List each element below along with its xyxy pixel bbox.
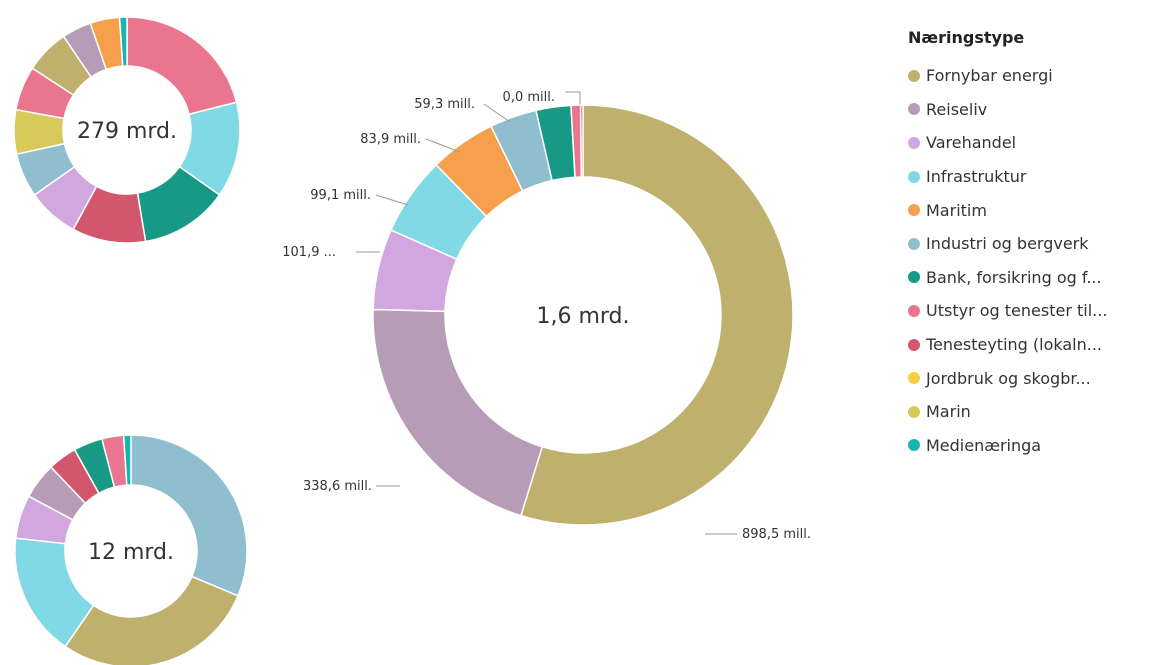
legend-item-label: Marin xyxy=(926,402,971,422)
donut-slice[interactable] xyxy=(118,16,128,67)
data-label-leader-line xyxy=(375,194,409,206)
donut-chart: 12 mrd. xyxy=(14,434,248,665)
donut-slice[interactable] xyxy=(126,16,238,116)
legend-color-dot xyxy=(908,304,920,317)
legend-title: Næringstype xyxy=(908,28,1025,47)
legend-item-label: Reiseliv xyxy=(926,99,988,119)
data-label: 898,5 mill. xyxy=(742,527,811,542)
legend-item-label: Bank, forsikring og f... xyxy=(926,267,1102,287)
legend-item[interactable]: Fornybar energi xyxy=(908,59,1107,93)
legend-item-label: Maritim xyxy=(926,200,987,220)
legend-item-label: Utstyr og tenester til... xyxy=(926,301,1108,321)
legend-color-dot xyxy=(908,170,920,183)
legend-color-dot xyxy=(908,372,920,385)
legend-color-dot xyxy=(908,69,920,82)
legend-item-label: Varehandel xyxy=(926,133,1017,153)
legend-color-dot xyxy=(908,103,920,116)
legend-item[interactable]: Maritim xyxy=(908,193,1107,227)
data-label: 101,9 ... xyxy=(282,245,336,260)
legend-item[interactable]: Utstyr og tenester til... xyxy=(908,294,1107,328)
data-label: 99,1 mill. xyxy=(310,188,371,203)
legend: Næringstype Fornybar energi Reiseliv Vareh… xyxy=(908,28,1107,462)
legend-item-label: Fornybar energi xyxy=(926,66,1053,86)
legend-item-label: Infrastruktur xyxy=(926,167,1027,187)
legend-item[interactable]: Tenesteyting (lokaln... xyxy=(908,328,1107,362)
legend-item[interactable]: Jordbruk og skogbr... xyxy=(908,361,1107,395)
legend-color-dot xyxy=(908,204,920,217)
donut-slice[interactable] xyxy=(64,575,239,665)
legend-color-dot xyxy=(908,439,920,452)
legend-color-dot xyxy=(908,338,920,351)
legend-item-label: Jordbruk og skogbr... xyxy=(926,368,1091,388)
legend-item-label: Industri og bergverk xyxy=(926,234,1089,254)
legend-item-label: Medienæringa xyxy=(926,435,1042,455)
data-label: 83,9 mill. xyxy=(360,132,421,147)
donut-slice[interactable] xyxy=(372,308,544,517)
donut-slice[interactable] xyxy=(579,104,584,178)
data-label: 59,3 mill. xyxy=(414,97,475,112)
legend-item[interactable]: Infrastruktur xyxy=(908,160,1107,194)
donut-slice[interactable] xyxy=(122,434,132,486)
donut-slice[interactable] xyxy=(130,434,248,597)
donut-slice[interactable] xyxy=(519,104,794,526)
legend-item[interactable]: Industri og bergverk xyxy=(908,227,1107,261)
legend-item-label: Tenesteyting (lokaln... xyxy=(926,335,1103,355)
legend-item[interactable]: Medienæringa xyxy=(908,429,1107,463)
donut-chart: 279 mrd. xyxy=(13,16,241,244)
data-label: 0,0 mill. xyxy=(503,90,555,105)
donut-center-label: 1,6 mrd. xyxy=(536,304,629,329)
data-label: 338,6 mill. xyxy=(303,479,372,494)
data-label-leader-line xyxy=(425,138,461,153)
legend-color-dot xyxy=(908,271,920,284)
donut-chart: 898,5 mill. 338,6 mill. 101,9 ... 99,1 mill… xyxy=(282,90,811,542)
legend-items: Fornybar energi Reiseliv Varehandel Infrast… xyxy=(908,59,1107,462)
data-label-leader-line xyxy=(483,103,511,123)
legend-color-dot xyxy=(908,136,920,149)
legend-item[interactable]: Bank, forsikring og f... xyxy=(908,261,1107,295)
donut-center-label: 12 mrd. xyxy=(88,540,174,565)
legend-item[interactable]: Marin xyxy=(908,395,1107,429)
legend-color-dot xyxy=(908,237,920,250)
legend-item[interactable]: Varehandel xyxy=(908,126,1107,160)
donut-center-label: 279 mrd. xyxy=(77,119,177,144)
legend-item[interactable]: Reiseliv xyxy=(908,93,1107,127)
legend-color-dot xyxy=(908,405,920,418)
